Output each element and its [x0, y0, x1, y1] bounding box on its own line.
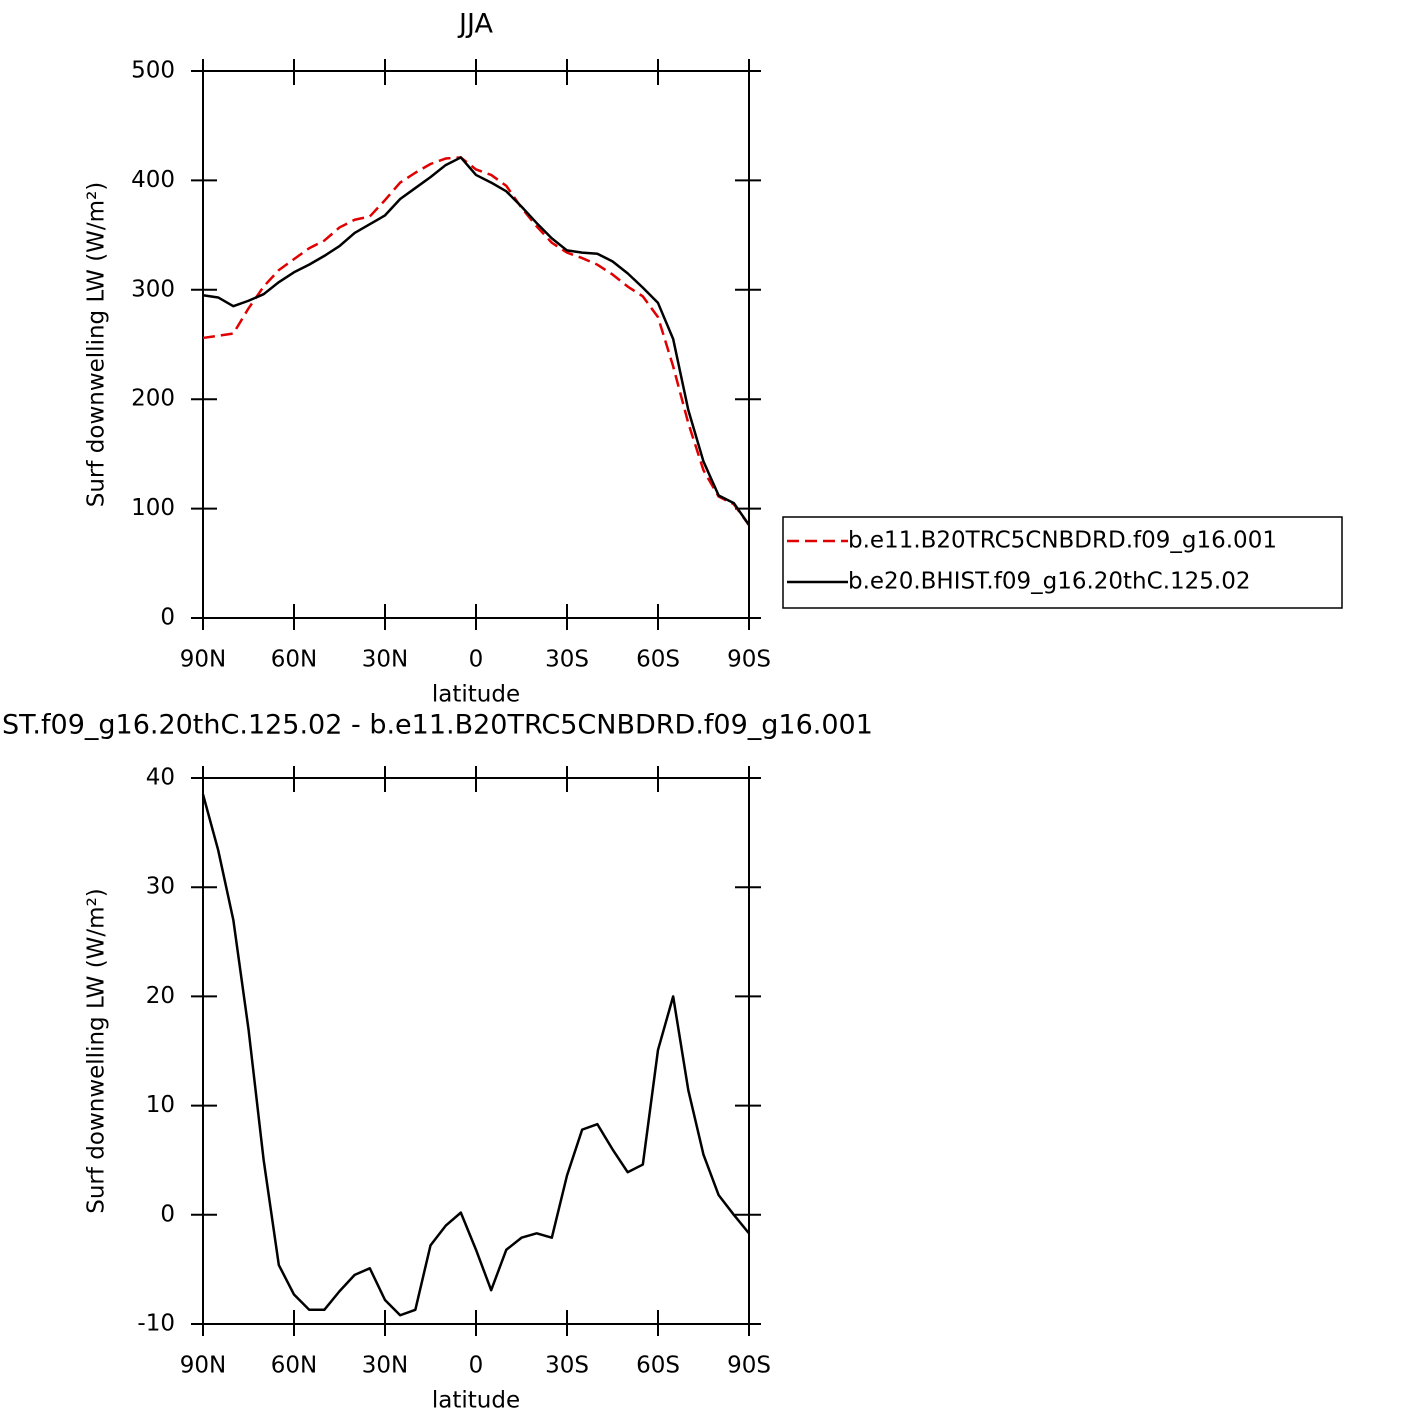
x-tick-label: 90S: [727, 1353, 771, 1379]
y-tick-label: 100: [131, 495, 175, 521]
x-axis-label: latitude: [432, 682, 520, 708]
y-tick-label: 20: [146, 983, 175, 1009]
legend-label: b.e11.B20TRC5CNBDRD.f09_g16.001: [848, 528, 1277, 554]
x-tick-label: 30S: [545, 647, 589, 673]
x-tick-label: 60N: [271, 647, 317, 673]
plot-frame: [202, 777, 750, 1325]
y-tick-label: 500: [131, 58, 175, 84]
legend-label: b.e20.BHIST.f09_g16.20thC.125.02: [848, 569, 1250, 595]
data-line: [201, 794, 750, 1317]
y-tick-label: 400: [131, 167, 175, 193]
y-tick-label: 200: [131, 386, 175, 412]
x-tick-label: 30S: [545, 1353, 589, 1379]
y-tick-label: 40: [146, 765, 175, 791]
x-tick-label: 60S: [636, 647, 680, 673]
chart-title: JJA: [457, 9, 493, 40]
y-tick-label: 30: [146, 874, 175, 900]
y-axis-label: Surf downwelling LW (W/m²): [84, 182, 110, 508]
y-tick-label: 0: [160, 605, 175, 631]
y-tick-label: -10: [137, 1311, 175, 1337]
x-tick-label: 90N: [180, 647, 226, 673]
y-tick-label: 0: [160, 1201, 175, 1227]
x-tick-label: 0: [469, 647, 484, 673]
x-axis-label: latitude: [432, 1388, 520, 1414]
legend-box: [782, 516, 1343, 609]
x-tick-label: 0: [469, 1353, 484, 1379]
chart-title: ST.f09_g16.20thC.125.02 - b.e11.B20TRC5C…: [2, 710, 873, 741]
y-axis-label: Surf downwelling LW (W/m²): [84, 888, 110, 1214]
data-line: [202, 156, 751, 526]
x-tick-label: 30N: [362, 1353, 408, 1379]
x-tick-label: 60N: [271, 1353, 317, 1379]
y-tick-label: 10: [146, 1092, 175, 1118]
x-tick-label: 90N: [180, 1353, 226, 1379]
x-tick-label: 30N: [362, 647, 408, 673]
y-tick-label: 300: [131, 276, 175, 302]
x-tick-label: 90S: [727, 647, 771, 673]
x-tick-label: 60S: [636, 1353, 680, 1379]
data-line: [202, 156, 751, 526]
